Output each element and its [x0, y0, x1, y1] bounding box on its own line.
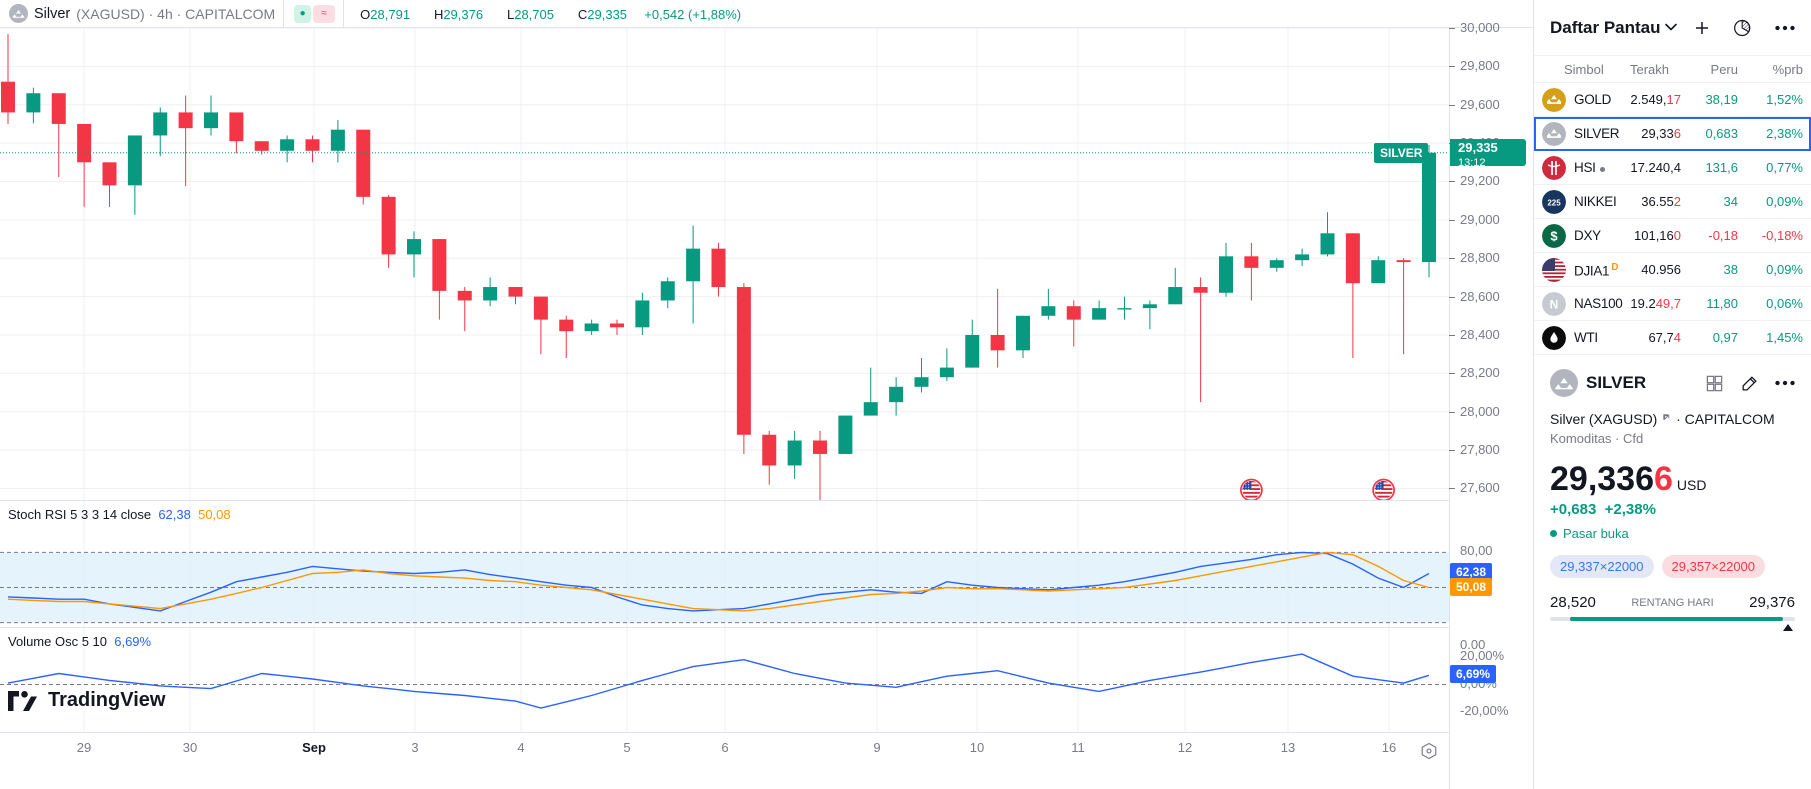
svg-text:N: N: [1550, 298, 1559, 312]
svg-text:$: $: [1550, 229, 1558, 244]
svg-text:225: 225: [1547, 199, 1561, 208]
